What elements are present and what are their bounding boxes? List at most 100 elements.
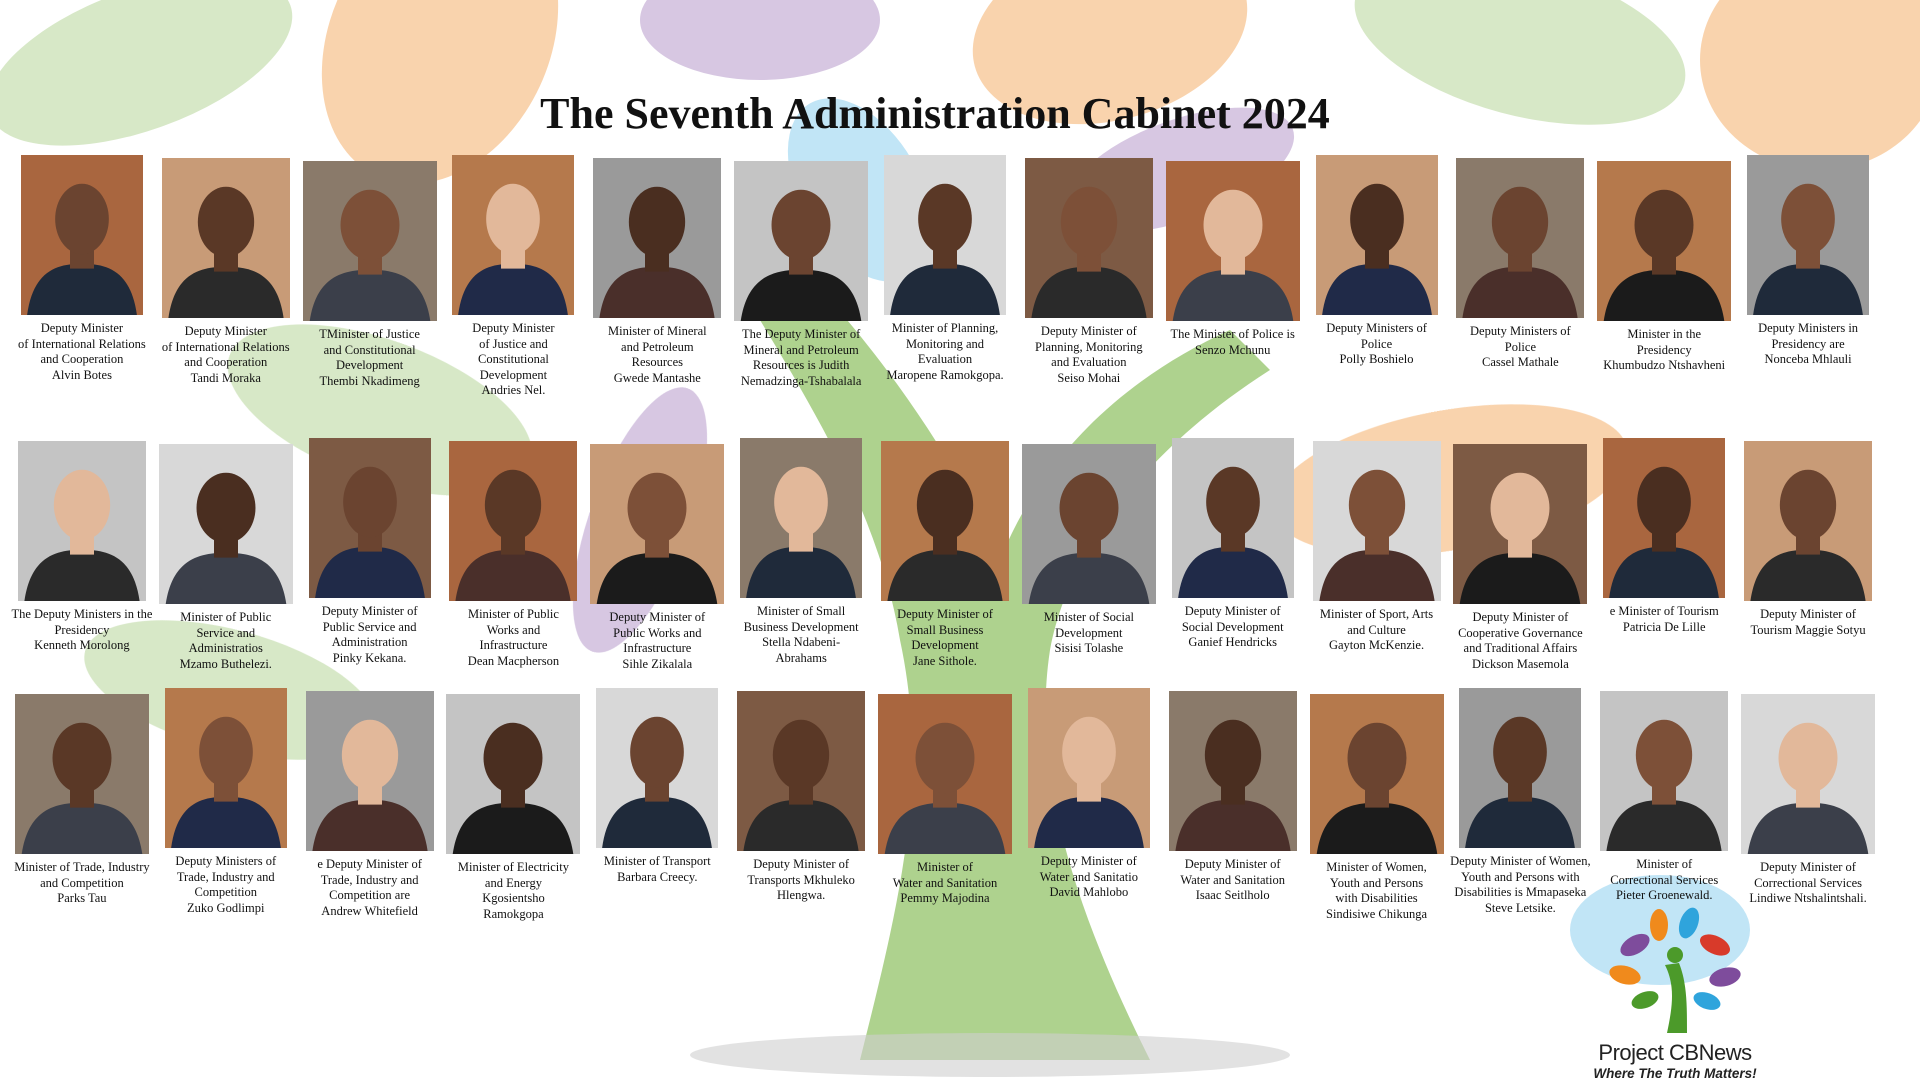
member-card: Deputy Ministers of Police Polly Boshielo xyxy=(1303,155,1451,368)
caption-line: and Culture xyxy=(1347,622,1406,637)
member-card: Minister of Small Business Development Ste… xyxy=(727,438,875,666)
caption-line: and Constitutional xyxy=(323,342,416,357)
member-card: The Deputy Minister of Mineral and Petrol… xyxy=(727,161,875,389)
caption-line: Monitoring and xyxy=(905,336,985,351)
caption-line: Deputy Minister xyxy=(472,321,555,335)
caption-line: Trade, Industry and xyxy=(320,872,419,887)
caption-line: Competition xyxy=(194,885,258,899)
caption-line: Correctional Services xyxy=(1610,872,1719,887)
photo-head xyxy=(1781,183,1835,255)
caption-line: The Deputy Minister of xyxy=(741,327,861,341)
photo-head xyxy=(483,722,543,794)
portrait-photo xyxy=(449,441,578,601)
caption-line: Andries Nel. xyxy=(481,383,546,397)
portrait-photo xyxy=(305,691,434,851)
photo-shoulders xyxy=(455,549,572,601)
photo-head xyxy=(198,716,253,788)
caption-line: and Energy xyxy=(484,875,542,890)
photo-head xyxy=(1492,186,1549,258)
caption-line: Deputy Minister of Women, xyxy=(1450,854,1591,868)
caption-line: of Justice and xyxy=(479,336,548,351)
photo-shoulders xyxy=(27,263,137,315)
photo-shoulders xyxy=(743,799,859,851)
caption-line: Alvin Botes xyxy=(51,367,112,382)
caption-line: Deputy Minister of xyxy=(1760,607,1856,621)
photo-shoulders xyxy=(1465,796,1576,848)
portrait-photo xyxy=(158,444,293,604)
portrait-photo xyxy=(1603,438,1726,598)
portrait-photo xyxy=(20,155,143,315)
caption-line: TMinister of Justice xyxy=(319,327,420,341)
portrait-photo xyxy=(1741,694,1876,854)
photo-shoulders xyxy=(1603,269,1725,321)
caption-line: Khumbudzo Ntshavheni xyxy=(1603,358,1726,372)
caption: Minister of Social Development Sisisi Tola… xyxy=(1015,610,1163,657)
caption-line: and Competition xyxy=(40,875,124,890)
caption-line: Disabilities is Mmapaseka xyxy=(1454,885,1587,899)
photo-head xyxy=(341,719,398,791)
caption-line: of International Relations xyxy=(18,336,146,351)
photo-shoulders xyxy=(1175,799,1291,851)
caption-line: The Minister of Police is xyxy=(1170,327,1295,341)
member-card: Deputy Minister of Women, Youth and Perso… xyxy=(1446,688,1594,916)
caption-line: Minister of xyxy=(917,860,973,874)
caption-line: Deputy Ministers of xyxy=(175,854,277,868)
portrait-photo xyxy=(1600,691,1729,851)
photo-shoulders xyxy=(1031,266,1147,318)
member-card: Minister of Planning, Monitoring and Evalu… xyxy=(871,155,1019,383)
caption-line: Dean Macpherson xyxy=(467,653,560,668)
portrait-photo xyxy=(1024,158,1153,318)
caption-line: Hlengwa. xyxy=(777,888,826,902)
caption-line: Nemadzinga-Tshabalala xyxy=(740,373,862,388)
caption-line: Competition are xyxy=(329,888,411,902)
photo-shoulders xyxy=(24,549,140,601)
caption-line: Abrahams xyxy=(775,650,827,665)
caption: Deputy Minister of Planning, Monitoring an… xyxy=(1015,324,1163,386)
photo-shoulders xyxy=(1747,802,1869,854)
caption-line: Deputy Minister of xyxy=(609,610,706,624)
portrait-photo xyxy=(1459,688,1582,848)
caption-line: Deputy Minister xyxy=(40,321,124,335)
member-card: e Deputy Minister of Trade, Industry and C… xyxy=(296,691,444,919)
caption-line: Pemmy Majodina xyxy=(900,891,990,905)
caption-line: Service and xyxy=(196,625,256,640)
portrait-photo xyxy=(1456,158,1585,318)
photo-head xyxy=(1204,719,1261,791)
photo-shoulders xyxy=(740,269,862,321)
caption: Deputy Minister of Justice and Constitutio… xyxy=(439,321,587,399)
caption-line: Senzo Mchunu xyxy=(1195,342,1271,357)
photo-head xyxy=(772,719,830,791)
caption-line: Gwede Mantashe xyxy=(613,370,701,385)
portrait-photo xyxy=(1597,161,1732,321)
portrait-photo xyxy=(14,694,149,854)
caption-line: Minister of Small xyxy=(757,604,846,618)
caption: Deputy Minister of International Relation… xyxy=(152,324,300,386)
caption-line: Zuko Godlimpi xyxy=(187,900,265,915)
member-card: Minister of Trade, Industry and Competiti… xyxy=(8,694,156,907)
caption-line: Minister of Social xyxy=(1043,610,1134,624)
member-card: The Minister of Police is Senzo Mchunu xyxy=(1159,161,1307,358)
caption-line: Minister of Planning, xyxy=(891,321,999,335)
portrait-photo xyxy=(452,155,575,315)
caption: Deputy Minister of Water and Sanitatio Dav… xyxy=(1015,854,1163,901)
logo: Project CBNews Where The Truth Matters! xyxy=(1575,905,1775,1080)
photo-shoulders xyxy=(312,799,428,851)
caption: Minister of Public Service and Administrat… xyxy=(152,610,300,672)
caption: Minister of Planning, Monitoring and Evalu… xyxy=(871,321,1019,383)
caption-line: Mineral and Petroleum xyxy=(743,342,859,357)
caption-line: Deputy Minister of xyxy=(1040,854,1137,868)
photo-head xyxy=(1636,719,1693,791)
portrait-photo xyxy=(1171,438,1294,598)
photo-shoulders xyxy=(1750,549,1866,601)
caption-line: Cassel Mathale xyxy=(1482,355,1559,369)
caption-line: Dickson Masemola xyxy=(1471,656,1569,671)
caption-line: Minister of Electricity xyxy=(457,860,569,874)
portrait-photo xyxy=(1453,444,1588,604)
member-card: Deputy Minister of Planning, Monitoring an… xyxy=(1015,158,1163,386)
photo-shoulders xyxy=(453,802,574,854)
photo-head xyxy=(342,466,397,538)
caption-line: Deputy Ministers of xyxy=(1470,324,1571,338)
caption-line: Public Service and xyxy=(322,619,417,634)
caption-line: Sindisiwe Chikunga xyxy=(1326,906,1428,921)
caption-line: Correctional Services xyxy=(1754,875,1863,890)
